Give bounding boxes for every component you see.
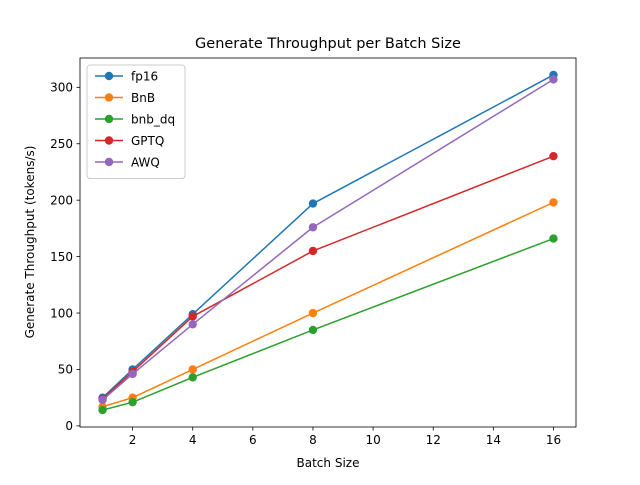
x-axis-label: Batch Size bbox=[297, 456, 360, 470]
x-tick-label: 14 bbox=[486, 433, 501, 447]
data-point-GPTQ bbox=[549, 151, 558, 161]
y-tick-label: 250 bbox=[50, 137, 73, 151]
x-tick-label: 6 bbox=[249, 433, 257, 447]
x-tick-label: 4 bbox=[189, 433, 197, 447]
data-point-GPTQ bbox=[188, 312, 197, 321]
data-point-AWQ bbox=[188, 320, 197, 329]
axes: 2 4 6 8 10 12 14 16 0 50 100 150 200 250 300 bbox=[50, 57, 577, 447]
x-tick-label: 12 bbox=[426, 433, 441, 447]
legend-marker-bnb_dq bbox=[104, 114, 114, 124]
legend-label-GPTQ: GPTQ bbox=[131, 134, 164, 148]
legend-box bbox=[86, 64, 186, 179]
data-point-AWQ bbox=[308, 223, 318, 232]
y-tick-label: 150 bbox=[50, 250, 73, 264]
data-point-bnb_dq bbox=[308, 325, 318, 335]
data-point-AWQ bbox=[549, 75, 558, 84]
data-point-bnb_dq bbox=[188, 373, 197, 382]
x-tick-label: 16 bbox=[546, 433, 561, 447]
legend-label-BnB: BnB bbox=[131, 91, 155, 105]
data-point-BnB bbox=[308, 308, 318, 318]
plot-area bbox=[98, 70, 558, 415]
axes-frame bbox=[79, 57, 577, 428]
data-point-bnb_dq bbox=[98, 405, 107, 415]
y-axis-label: Generate Throughput (tokens/s) bbox=[23, 146, 37, 339]
legend-label-fp16: fp16 bbox=[131, 70, 158, 84]
chart-title: Generate Throughput per Batch Size bbox=[195, 36, 461, 52]
data-point-AWQ bbox=[98, 395, 107, 405]
data-point-BnB bbox=[549, 198, 558, 207]
y-tick-label: 50 bbox=[58, 363, 73, 377]
data-point-BnB bbox=[188, 365, 197, 374]
y-tick-label: 300 bbox=[50, 81, 73, 95]
data-point-fp16 bbox=[308, 199, 318, 208]
data-point-GPTQ bbox=[308, 246, 318, 256]
legend-marker-AWQ bbox=[104, 157, 114, 167]
data-point-AWQ bbox=[128, 369, 137, 379]
x-tick-label: 2 bbox=[129, 433, 137, 447]
y-tick-label: 0 bbox=[65, 419, 73, 433]
legend-marker-BnB bbox=[104, 93, 114, 102]
y-tick-label: 200 bbox=[50, 193, 73, 207]
x-tick-label: 8 bbox=[309, 433, 317, 447]
legend-marker-fp16 bbox=[104, 71, 114, 81]
data-point-bnb_dq bbox=[128, 397, 137, 407]
y-tick-label: 100 bbox=[50, 306, 73, 320]
legend-label-bnb_dq: bnb_dq bbox=[131, 113, 175, 127]
x-tick-label: 10 bbox=[365, 433, 380, 447]
legend-marker-GPTQ bbox=[104, 136, 114, 145]
legend-label-AWQ: AWQ bbox=[131, 156, 160, 170]
legend: fp16 BnB bnb_dq GPTQ AWQ bbox=[86, 64, 186, 179]
data-point-bnb_dq bbox=[549, 234, 558, 243]
